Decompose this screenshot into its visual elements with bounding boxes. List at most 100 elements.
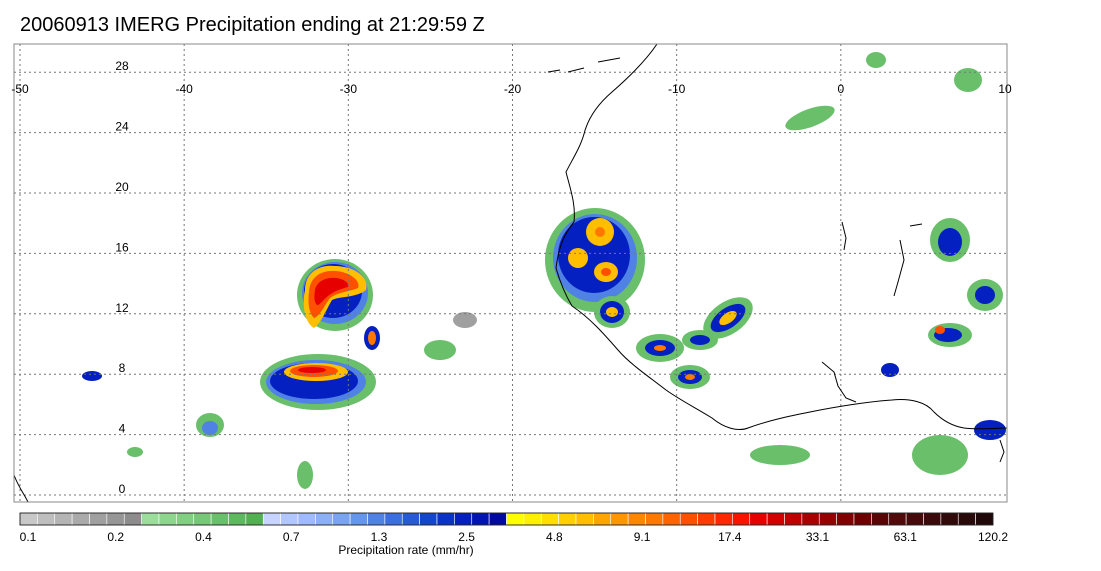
colorbar-swatch: [593, 512, 612, 526]
precip-cell: [974, 420, 1006, 440]
colorbar-swatch: [610, 512, 629, 526]
precip-cell: [866, 52, 886, 68]
colorbar-swatch: [367, 512, 386, 526]
colorbar-swatch: [784, 512, 803, 526]
map-title: 20060913 IMERG Precipitation ending at 2…: [20, 14, 485, 36]
plot-frame: [13, 43, 1008, 503]
lon-tick-label: 10: [998, 82, 1012, 96]
precip-cell: [881, 363, 899, 377]
precip-cell: [954, 68, 982, 92]
colorbar-title: Precipitation rate (mm/hr): [338, 543, 473, 557]
precip-cell: [785, 105, 835, 131]
lon-tick-label: 0: [837, 82, 844, 96]
colorbar-swatch: [558, 512, 577, 526]
colorbar-swatch: [818, 512, 837, 526]
lon-tick-label: -30: [340, 82, 358, 96]
lat-tick-label: 16: [115, 240, 129, 254]
colorbar-tick-label: 17.4: [718, 530, 742, 544]
colorbar-swatch: [645, 512, 664, 526]
colorbar-swatch: [871, 512, 890, 526]
colorbar-swatch: [419, 512, 438, 526]
colorbar-swatch: [801, 512, 820, 526]
precip-cell: [297, 461, 313, 489]
colorbar-tick-label: 0.7: [283, 530, 300, 544]
colorbar-swatch: [766, 512, 785, 526]
colorbar-swatch: [193, 512, 212, 526]
precip-cell: [750, 445, 810, 465]
colorbar: 0.1 0.2 0.4 0.7 1.3 2.5 4.8 9.1 17.4 33.1 63.1 120.…: [19, 512, 1008, 544]
colorbar-swatch: [141, 512, 160, 526]
precip-cell: [368, 331, 376, 345]
colorbar-tick-label: 33.1: [806, 530, 830, 544]
colorbar-swatch: [176, 512, 195, 526]
colorbar-swatch: [384, 512, 403, 526]
colorbar-swatch: [106, 512, 125, 526]
colorbar-swatch: [488, 512, 507, 526]
colorbar-swatch: [280, 512, 299, 526]
colorbar-tick-label: 63.1: [894, 530, 918, 544]
colorbar-swatch: [923, 512, 942, 526]
colorbar-tick-label: 0.4: [195, 530, 212, 544]
precip-cell: [314, 277, 349, 306]
colorbar-swatch: [905, 512, 924, 526]
colorbar-swatch: [749, 512, 768, 526]
colorbar-tick-label: 9.1: [634, 530, 651, 544]
lat-tick-label: 24: [115, 120, 129, 134]
precip-cell: [975, 286, 995, 304]
longitude-labels: -50 -40 -30 -20 -10 0 10: [11, 82, 1012, 96]
colorbar-swatch: [37, 512, 56, 526]
colorbar-swatch: [54, 512, 73, 526]
precip-cell: [127, 447, 143, 457]
colorbar-swatch: [575, 512, 594, 526]
coastline: [14, 44, 1007, 502]
colorbar-tick-label: 120.2: [978, 530, 1008, 544]
precip-cell: [82, 371, 102, 381]
colorbar-swatch: [836, 512, 855, 526]
colorbar-swatch: [297, 512, 316, 526]
colorbar-swatch: [123, 512, 142, 526]
colorbar-swatch: [315, 512, 334, 526]
colorbar-swatch: [627, 512, 646, 526]
precipitation-field: [82, 52, 1006, 489]
colorbar-swatch: [853, 512, 872, 526]
colorbar-swatch: [262, 512, 281, 526]
colorbar-swatch: [401, 512, 420, 526]
precip-cell: [685, 374, 695, 380]
colorbar-swatch: [349, 512, 368, 526]
colorbar-swatch: [714, 512, 733, 526]
precip-cell: [719, 310, 737, 326]
precip-cell: [202, 421, 218, 435]
colorbar-swatch: [679, 512, 698, 526]
lat-tick-label: 0: [119, 482, 126, 496]
lat-tick-label: 28: [115, 59, 129, 73]
colorbar-swatch: [888, 512, 907, 526]
lat-tick-label: 8: [119, 361, 126, 375]
colorbar-swatch: [697, 512, 716, 526]
colorbar-swatch: [523, 512, 542, 526]
precip-cell: [654, 345, 666, 351]
colorbar-swatch: [245, 512, 264, 526]
colorbar-swatch: [436, 512, 455, 526]
precip-cell: [601, 268, 611, 276]
colorbar-tick-label: 1.3: [371, 530, 388, 544]
lat-tick-label: 12: [115, 301, 129, 315]
precip-cell: [935, 326, 945, 334]
colorbar-tick-label: 4.8: [546, 530, 563, 544]
colorbar-tick-label: 0.1: [20, 530, 37, 544]
colorbar-swatch: [732, 512, 751, 526]
colorbar-swatch: [454, 512, 473, 526]
precip-cell: [595, 227, 605, 237]
lat-tick-label: 4: [119, 422, 126, 436]
colorbar-tick-label: 0.2: [107, 530, 124, 544]
colorbar-swatch: [975, 512, 994, 526]
precip-cell: [606, 307, 618, 317]
colorbar-swatch: [158, 512, 177, 526]
precip-cell: [690, 335, 710, 345]
lon-tick-label: -10: [668, 82, 686, 96]
colorbar-swatch: [19, 512, 38, 526]
colorbar-swatch: [471, 512, 490, 526]
lon-tick-label: -20: [504, 82, 522, 96]
precip-cell: [568, 248, 588, 268]
precip-cell: [298, 367, 326, 373]
